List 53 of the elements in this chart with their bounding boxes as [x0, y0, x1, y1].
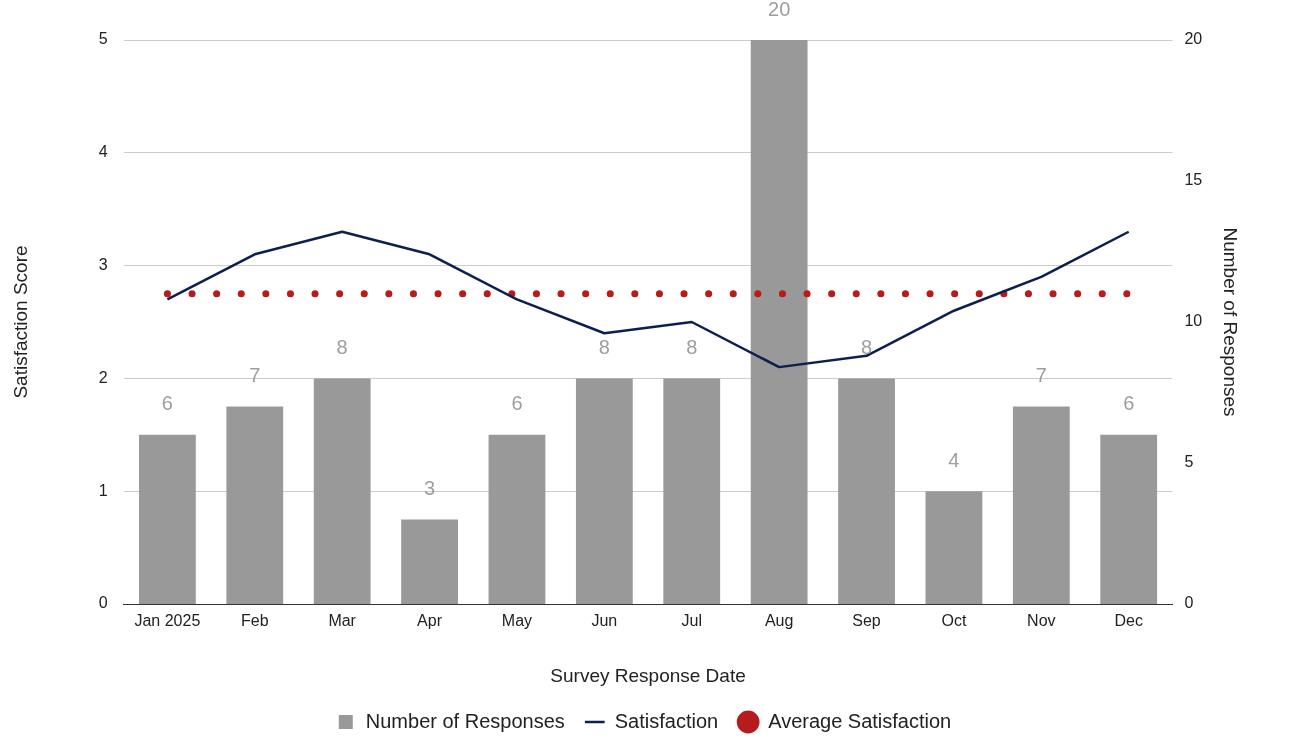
- legend-label: Average Satisfaction: [768, 709, 952, 732]
- x-tick-label: Jan 2025: [134, 612, 201, 630]
- y-tick-label: 2: [98, 368, 108, 386]
- bar: [1012, 406, 1070, 604]
- x-tick-label: May: [501, 612, 533, 630]
- data-label: 8: [860, 335, 873, 358]
- y2-tick-label: 10: [1184, 312, 1203, 330]
- y2-axis-title: Number of Responses: [1220, 227, 1242, 417]
- data-label: 8: [686, 335, 698, 358]
- x-tick-label: Mar: [328, 612, 357, 630]
- bar: [138, 434, 196, 604]
- data-label: 4: [948, 448, 960, 471]
- bar: [1100, 434, 1158, 604]
- y-tick-label: 3: [98, 256, 108, 274]
- bar: [488, 434, 546, 604]
- x-tick-label: Sep: [852, 612, 881, 630]
- data-label: 6: [161, 392, 173, 415]
- y-axis-title: Satisfaction Score: [9, 245, 31, 399]
- y-tick-label: 5: [98, 30, 108, 48]
- x-tick-label: Oct: [941, 612, 967, 630]
- y-tick-label: 4: [98, 143, 108, 161]
- data-label: 8: [336, 335, 348, 358]
- data-label: 7: [1035, 364, 1047, 387]
- x-tick-label: Aug: [764, 612, 794, 630]
- legend-label: Satisfaction: [614, 709, 719, 732]
- x-tick-label: Nov: [1027, 612, 1056, 630]
- bar: [313, 378, 371, 604]
- x-tick-label: Feb: [241, 612, 269, 630]
- x-tick-label: Jun: [591, 612, 618, 630]
- y2-tick-label: 20: [1184, 30, 1203, 48]
- data-label: 6: [1123, 392, 1135, 415]
- legend-label: Number of Responses: [365, 709, 565, 732]
- bar: [401, 519, 458, 604]
- bar: [226, 406, 284, 604]
- bar: [750, 40, 808, 604]
- y-tick-label: 0: [98, 594, 108, 612]
- x-axis-title: Survey Response Date: [550, 664, 746, 686]
- bar: [575, 378, 633, 604]
- data-label: 6: [511, 392, 523, 415]
- bar: [838, 378, 895, 604]
- y2-tick-label: 5: [1184, 453, 1194, 471]
- y2-tick-label: 0: [1184, 594, 1194, 612]
- x-tick-label: Apr: [417, 612, 443, 630]
- bar: [663, 378, 721, 604]
- data-label: 3: [424, 476, 436, 499]
- data-label: 8: [598, 335, 610, 358]
- data-label: 7: [249, 364, 261, 387]
- y2-tick-label: 15: [1184, 171, 1203, 189]
- data-label: 20: [768, 0, 791, 20]
- y-tick-label: 1: [98, 481, 108, 499]
- x-tick-label: Dec: [1114, 612, 1143, 630]
- bar: [925, 491, 983, 604]
- x-tick-label: Jul: [681, 612, 702, 630]
